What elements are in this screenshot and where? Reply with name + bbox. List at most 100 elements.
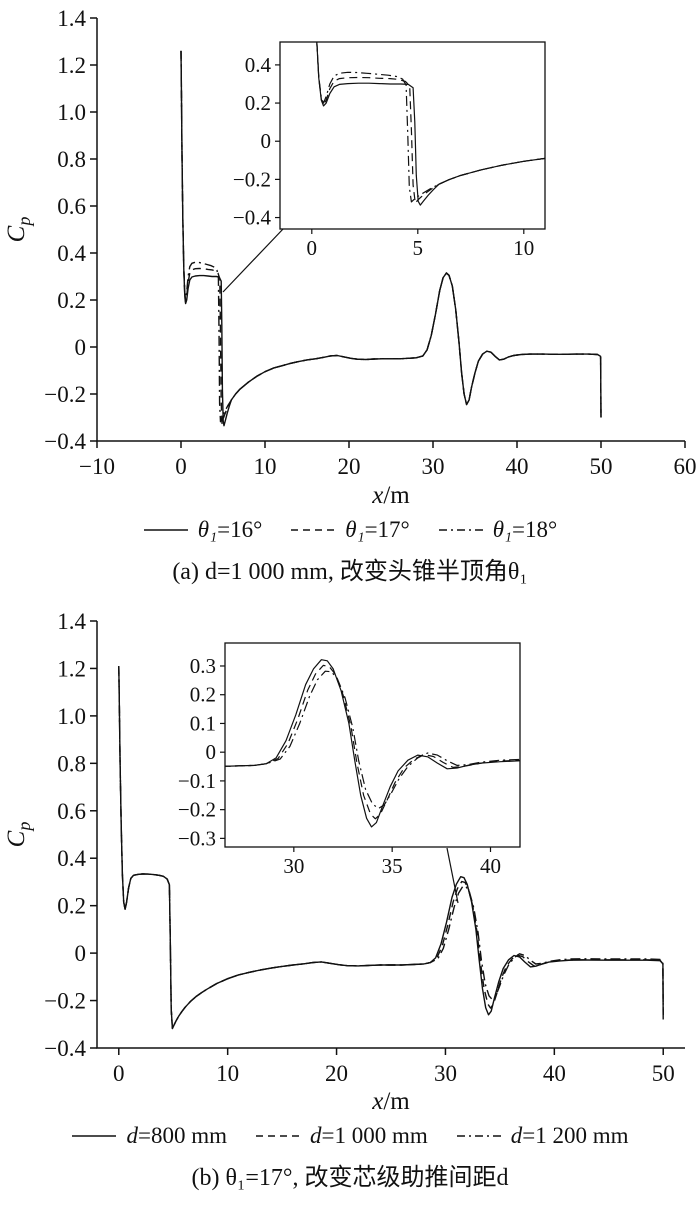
inset-y-tick-label: 0.4	[245, 53, 272, 77]
legend-item: d=1 200 mm	[456, 1123, 629, 1149]
y-axis-label: Cp	[3, 822, 34, 848]
y-tick-label: 0	[75, 941, 87, 966]
dashdot-line-sample-icon	[456, 1135, 501, 1137]
x-tick-label: 60	[674, 454, 697, 479]
x-ticks: −10 0 10 20 30 40 50 60	[79, 441, 697, 479]
x-tick-label: 30	[434, 1061, 457, 1086]
dashdot-line-sample-icon	[438, 529, 483, 531]
y-tick-label: −0.4	[44, 1036, 86, 1061]
legend-b: d=800 mm d=1 000 mm d=1 200 mm	[0, 1115, 700, 1157]
x-tick-label: −10	[79, 454, 115, 479]
legend-item: d=1 000 mm	[255, 1123, 428, 1149]
y-tick-label: 0.4	[57, 241, 86, 266]
inset-x-ticks: 30 35 40	[283, 847, 501, 878]
inset-x-tick-label: 5	[413, 236, 424, 260]
y-tick-label: 1.2	[57, 53, 86, 78]
y-tick-label: 0	[75, 335, 87, 360]
series-group	[180, 50, 602, 427]
y-tick-label: 1.0	[57, 704, 86, 729]
x-tick-label: 40	[543, 1061, 566, 1086]
y-tick-label: 0.6	[57, 799, 86, 824]
inset-x-ticks: 0 5 10	[307, 229, 534, 260]
x-tick-label: 10	[254, 454, 277, 479]
x-tick-label: 20	[338, 454, 361, 479]
y-tick-label: 0.8	[57, 147, 86, 172]
inset-y-tick-label: 0.2	[245, 91, 271, 115]
y-tick-label: 1.0	[57, 100, 86, 125]
y-ticks: −0.4 −0.2 0 0.2 0.4 0.6 0.8 1.0 1.2 1.4	[44, 609, 97, 1061]
x-tick-label: 50	[590, 454, 613, 479]
dashed-line-sample-icon	[255, 1135, 300, 1137]
x-tick-label: 30	[422, 454, 445, 479]
series-line	[316, 42, 545, 203]
inset-x-tick-label: 35	[382, 854, 403, 878]
y-tick-label: 0.4	[57, 846, 86, 871]
series-line	[316, 42, 545, 204]
inset-box	[224, 642, 521, 848]
chart-b-canvas: 0 10 20 30 40 50 −0.4 −0.2 0 0.2 0.4 0.6 0.8 1.0 1.2 1.…	[3, 609, 685, 1115]
series-group	[225, 659, 520, 828]
inset-pointer-line	[222, 227, 285, 293]
inset-y-tick-label: −0.3	[178, 826, 216, 850]
inset-y-ticks: −0.4 −0.2 0 0.2 0.4	[233, 53, 280, 230]
y-ticks: −0.4 −0.2 0 0.2 0.4 0.6 0.8 1.0 1.2 1.4	[44, 6, 97, 454]
x-tick-label: 0	[175, 454, 187, 479]
y-tick-label: −0.2	[44, 382, 86, 407]
series-group	[118, 666, 664, 1030]
solid-line-sample-icon	[143, 529, 188, 531]
caption-a: (a) d=1 000 mm, 改变头锥半顶角θ₁	[172, 559, 528, 585]
inset-y-tick-label: −0.2	[233, 167, 271, 191]
solid-line-sample-icon	[72, 1135, 117, 1137]
x-tick-label: 0	[113, 1061, 125, 1086]
y-tick-label: 0.2	[57, 288, 86, 313]
inset-y-tick-label: −0.1	[178, 769, 216, 793]
y-tick-label: 0.6	[57, 194, 86, 219]
x-axis-label: x/m	[371, 1088, 410, 1115]
legend-label: θ₁=18°	[492, 517, 558, 542]
legend-label: d=1 000 mm	[309, 1123, 428, 1148]
inset-y-ticks: −0.3 −0.2 −0.1 0 0.1 0.2 0.3	[178, 654, 225, 850]
series-line	[180, 50, 602, 425]
y-tick-label: 0.8	[57, 751, 86, 776]
inset-y-tick-label: −0.2	[178, 798, 216, 822]
legend-item: θ₁=16°	[143, 517, 262, 543]
x-tick-label: 50	[652, 1061, 675, 1086]
series-line	[225, 664, 520, 820]
y-tick-label: 1.2	[57, 656, 86, 681]
inset-y-tick-label: 0.2	[190, 683, 216, 707]
inset-x-tick-label: 10	[513, 236, 534, 260]
x-tick-label: 10	[216, 1061, 239, 1086]
y-tick-label: −0.4	[44, 429, 86, 454]
inset-box	[279, 41, 546, 230]
x-ticks: 0 10 20 30 40 50	[113, 1048, 675, 1086]
inset-x-tick-label: 40	[480, 854, 501, 878]
inset-y-tick-label: 0.3	[190, 654, 216, 678]
legend-item: θ₁=18°	[438, 517, 557, 543]
caption-b: (b) θ₁=17°, 改变芯级助推间距d	[191, 1165, 509, 1191]
dashed-line-sample-icon	[291, 529, 336, 531]
x-tick-label: 20	[325, 1061, 348, 1086]
inset-y-tick-label: 0	[206, 740, 217, 764]
y-axis-label: Cp	[3, 217, 34, 243]
legend-a: θ₁=16° θ₁=17° θ₁=18°	[0, 509, 700, 551]
x-axis-label: x/m	[371, 482, 410, 509]
inset-y-tick-label: 0	[261, 129, 272, 153]
inset-y-tick-label: 0.1	[190, 711, 216, 735]
series-line	[316, 42, 545, 206]
inset-x-tick-label: 0	[307, 236, 318, 260]
legend-label: d=1 200 mm	[510, 1123, 629, 1148]
legend-label: d=800 mm	[126, 1123, 227, 1148]
y-tick-label: −0.2	[44, 989, 86, 1014]
x-tick-label: 40	[506, 454, 529, 479]
series-group	[316, 42, 545, 206]
legend-item: θ₁=17°	[290, 517, 410, 543]
chart-a-canvas: −10 0 10 20 30 40 50 60−0.4−0.200.20.40.60.81.0…	[3, 6, 697, 509]
series-line	[180, 50, 602, 423]
series-line	[118, 666, 664, 1030]
inset-pointer-line	[446, 847, 459, 904]
y-tick-label: 1.4	[57, 609, 86, 634]
y-tick-label: 0.2	[57, 894, 86, 919]
inset-x-tick-label: 30	[283, 854, 304, 878]
inset-y-tick-label: −0.4	[233, 206, 272, 230]
